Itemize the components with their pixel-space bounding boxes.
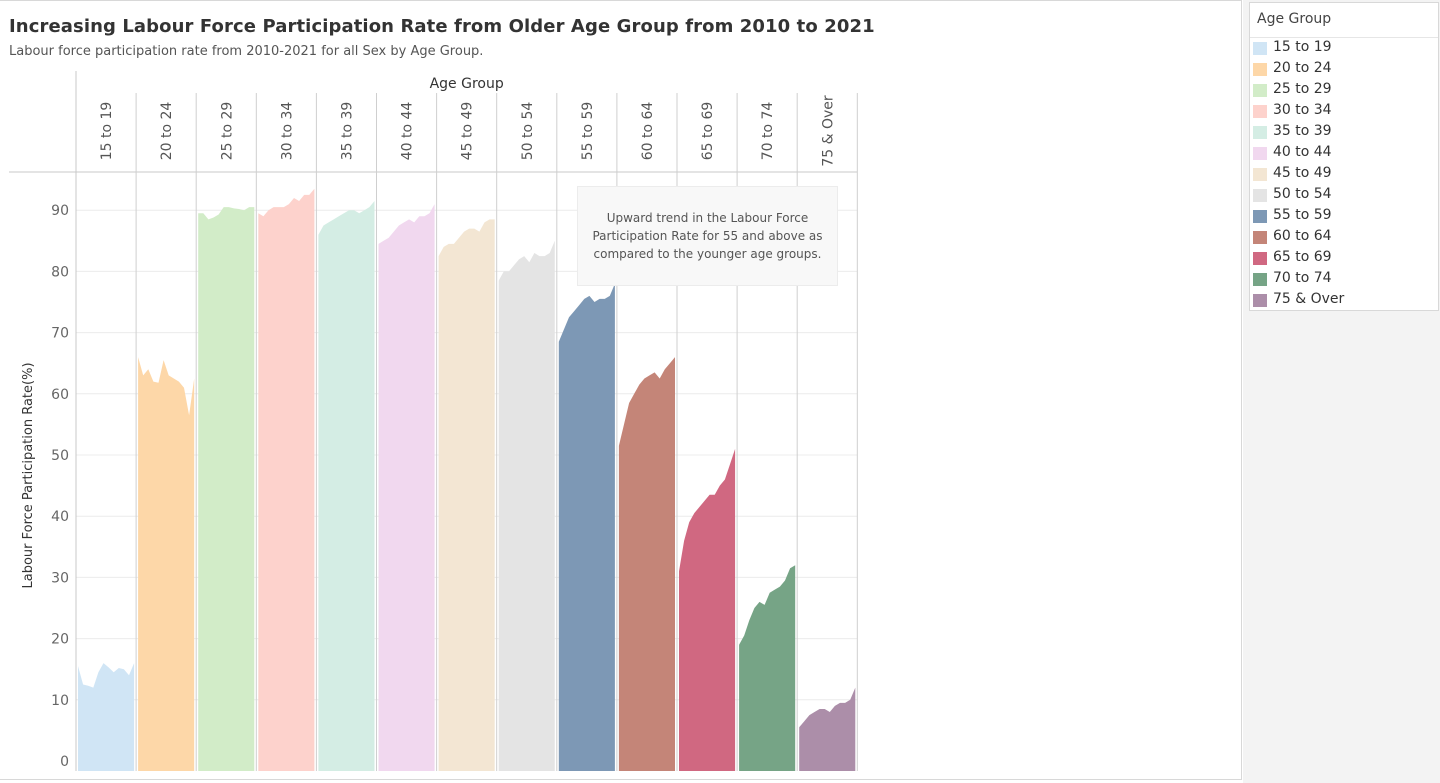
legend-item[interactable]: 15 to 19 bbox=[1253, 39, 1433, 59]
legend-label: 15 to 19 bbox=[1273, 39, 1332, 55]
y-tick-label: 40 bbox=[51, 509, 69, 525]
legend-label: 75 & Over bbox=[1273, 291, 1345, 307]
legend-swatch bbox=[1253, 84, 1267, 97]
y-tick-label: 50 bbox=[51, 448, 69, 464]
y-tick-label: 60 bbox=[51, 387, 69, 403]
legend-swatch bbox=[1253, 231, 1267, 244]
area-series bbox=[438, 219, 495, 771]
area-chart: Age Group Labour Force Participation Rate… bbox=[9, 71, 858, 772]
column-label: 25 to 29 bbox=[219, 102, 235, 161]
legend-item[interactable]: 50 to 54 bbox=[1253, 186, 1433, 206]
legend-swatch bbox=[1253, 63, 1267, 76]
legend-title: Age Group bbox=[1257, 11, 1332, 27]
chart-subtitle: Labour force participation rate from 201… bbox=[9, 44, 484, 59]
legend-swatch bbox=[1253, 294, 1267, 307]
y-tick-label: 30 bbox=[51, 570, 69, 586]
column-label: 60 to 64 bbox=[640, 102, 656, 161]
legend-swatch bbox=[1253, 210, 1267, 223]
legend-swatch bbox=[1253, 147, 1267, 160]
area-series bbox=[679, 448, 736, 771]
area-series bbox=[378, 204, 435, 772]
legend-label: 25 to 29 bbox=[1273, 81, 1332, 97]
legend-label: 40 to 44 bbox=[1273, 144, 1332, 160]
legend-label: 70 to 74 bbox=[1273, 270, 1332, 286]
column-label: 30 to 34 bbox=[279, 102, 295, 161]
legend-swatch bbox=[1253, 189, 1267, 202]
legend-item[interactable]: 60 to 64 bbox=[1253, 228, 1433, 248]
y-tick-label: 80 bbox=[51, 264, 69, 280]
legend-label: 65 to 69 bbox=[1273, 249, 1332, 265]
legend-swatch bbox=[1253, 273, 1267, 286]
column-label: 75 & Over bbox=[820, 95, 836, 167]
legend-item[interactable]: 45 to 49 bbox=[1253, 165, 1433, 185]
legend-label: 45 to 49 bbox=[1273, 165, 1332, 181]
y-axis-title: Labour Force Participation Rate(%) bbox=[21, 362, 36, 588]
y-tick-label: 20 bbox=[51, 632, 69, 648]
column-header-label: Age Group bbox=[430, 76, 504, 92]
legend-label: 60 to 64 bbox=[1273, 228, 1332, 244]
column-label: 55 to 59 bbox=[580, 102, 596, 161]
y-tick-label: 10 bbox=[51, 693, 69, 709]
legend-label: 20 to 24 bbox=[1273, 60, 1332, 76]
legend-swatch bbox=[1253, 126, 1267, 139]
column-label: 35 to 39 bbox=[339, 102, 355, 161]
legend-divider bbox=[1250, 37, 1438, 38]
area-series bbox=[318, 201, 375, 771]
annotation-box: Upward trend in the Labour Force Partici… bbox=[577, 186, 838, 286]
area-series bbox=[78, 663, 135, 771]
area-series bbox=[258, 188, 315, 772]
legend-label: 50 to 54 bbox=[1273, 186, 1332, 202]
column-label: 70 to 74 bbox=[760, 102, 776, 161]
legend-item[interactable]: 65 to 69 bbox=[1253, 249, 1433, 269]
area-series bbox=[739, 565, 796, 771]
area-series bbox=[558, 283, 615, 771]
column-label: 65 to 69 bbox=[700, 102, 716, 161]
area-series bbox=[198, 207, 255, 772]
legend-item[interactable]: 70 to 74 bbox=[1253, 270, 1433, 290]
y-tick-label: 70 bbox=[51, 326, 69, 342]
legend-item[interactable]: 35 to 39 bbox=[1253, 123, 1433, 143]
y-tick-label: 0 bbox=[60, 754, 69, 770]
legend-label: 30 to 34 bbox=[1273, 102, 1332, 118]
legend-swatch bbox=[1253, 42, 1267, 55]
legend-item[interactable]: 55 to 59 bbox=[1253, 207, 1433, 227]
column-label: 50 to 54 bbox=[520, 102, 536, 161]
area-series bbox=[498, 240, 555, 772]
legend-item[interactable]: 20 to 24 bbox=[1253, 60, 1433, 80]
legend-item[interactable]: 25 to 29 bbox=[1253, 81, 1433, 101]
legend-swatch bbox=[1253, 168, 1267, 181]
column-label: 15 to 19 bbox=[99, 102, 115, 161]
legend-swatch bbox=[1253, 252, 1267, 265]
legend-swatch bbox=[1253, 105, 1267, 118]
legend-item[interactable]: 75 & Over bbox=[1253, 291, 1433, 311]
y-tick-label: 90 bbox=[51, 203, 69, 219]
legend-item[interactable]: 40 to 44 bbox=[1253, 144, 1433, 164]
legend-label: 35 to 39 bbox=[1273, 123, 1332, 139]
legend-item[interactable]: 30 to 34 bbox=[1253, 102, 1433, 122]
column-label: 20 to 24 bbox=[159, 102, 175, 161]
dashboard-panel: Increasing Labour Force Participation Ra… bbox=[0, 0, 1242, 780]
legend-panel: Age Group 15 to 19 20 to 24 25 to 29 30 to … bbox=[1249, 2, 1439, 311]
area-series bbox=[799, 687, 856, 771]
area-series bbox=[138, 357, 195, 771]
legend-label: 55 to 59 bbox=[1273, 207, 1332, 223]
column-label: 40 to 44 bbox=[400, 102, 416, 161]
chart-title: Increasing Labour Force Participation Ra… bbox=[9, 16, 875, 37]
column-label: 45 to 49 bbox=[460, 102, 476, 161]
area-series bbox=[618, 357, 675, 771]
